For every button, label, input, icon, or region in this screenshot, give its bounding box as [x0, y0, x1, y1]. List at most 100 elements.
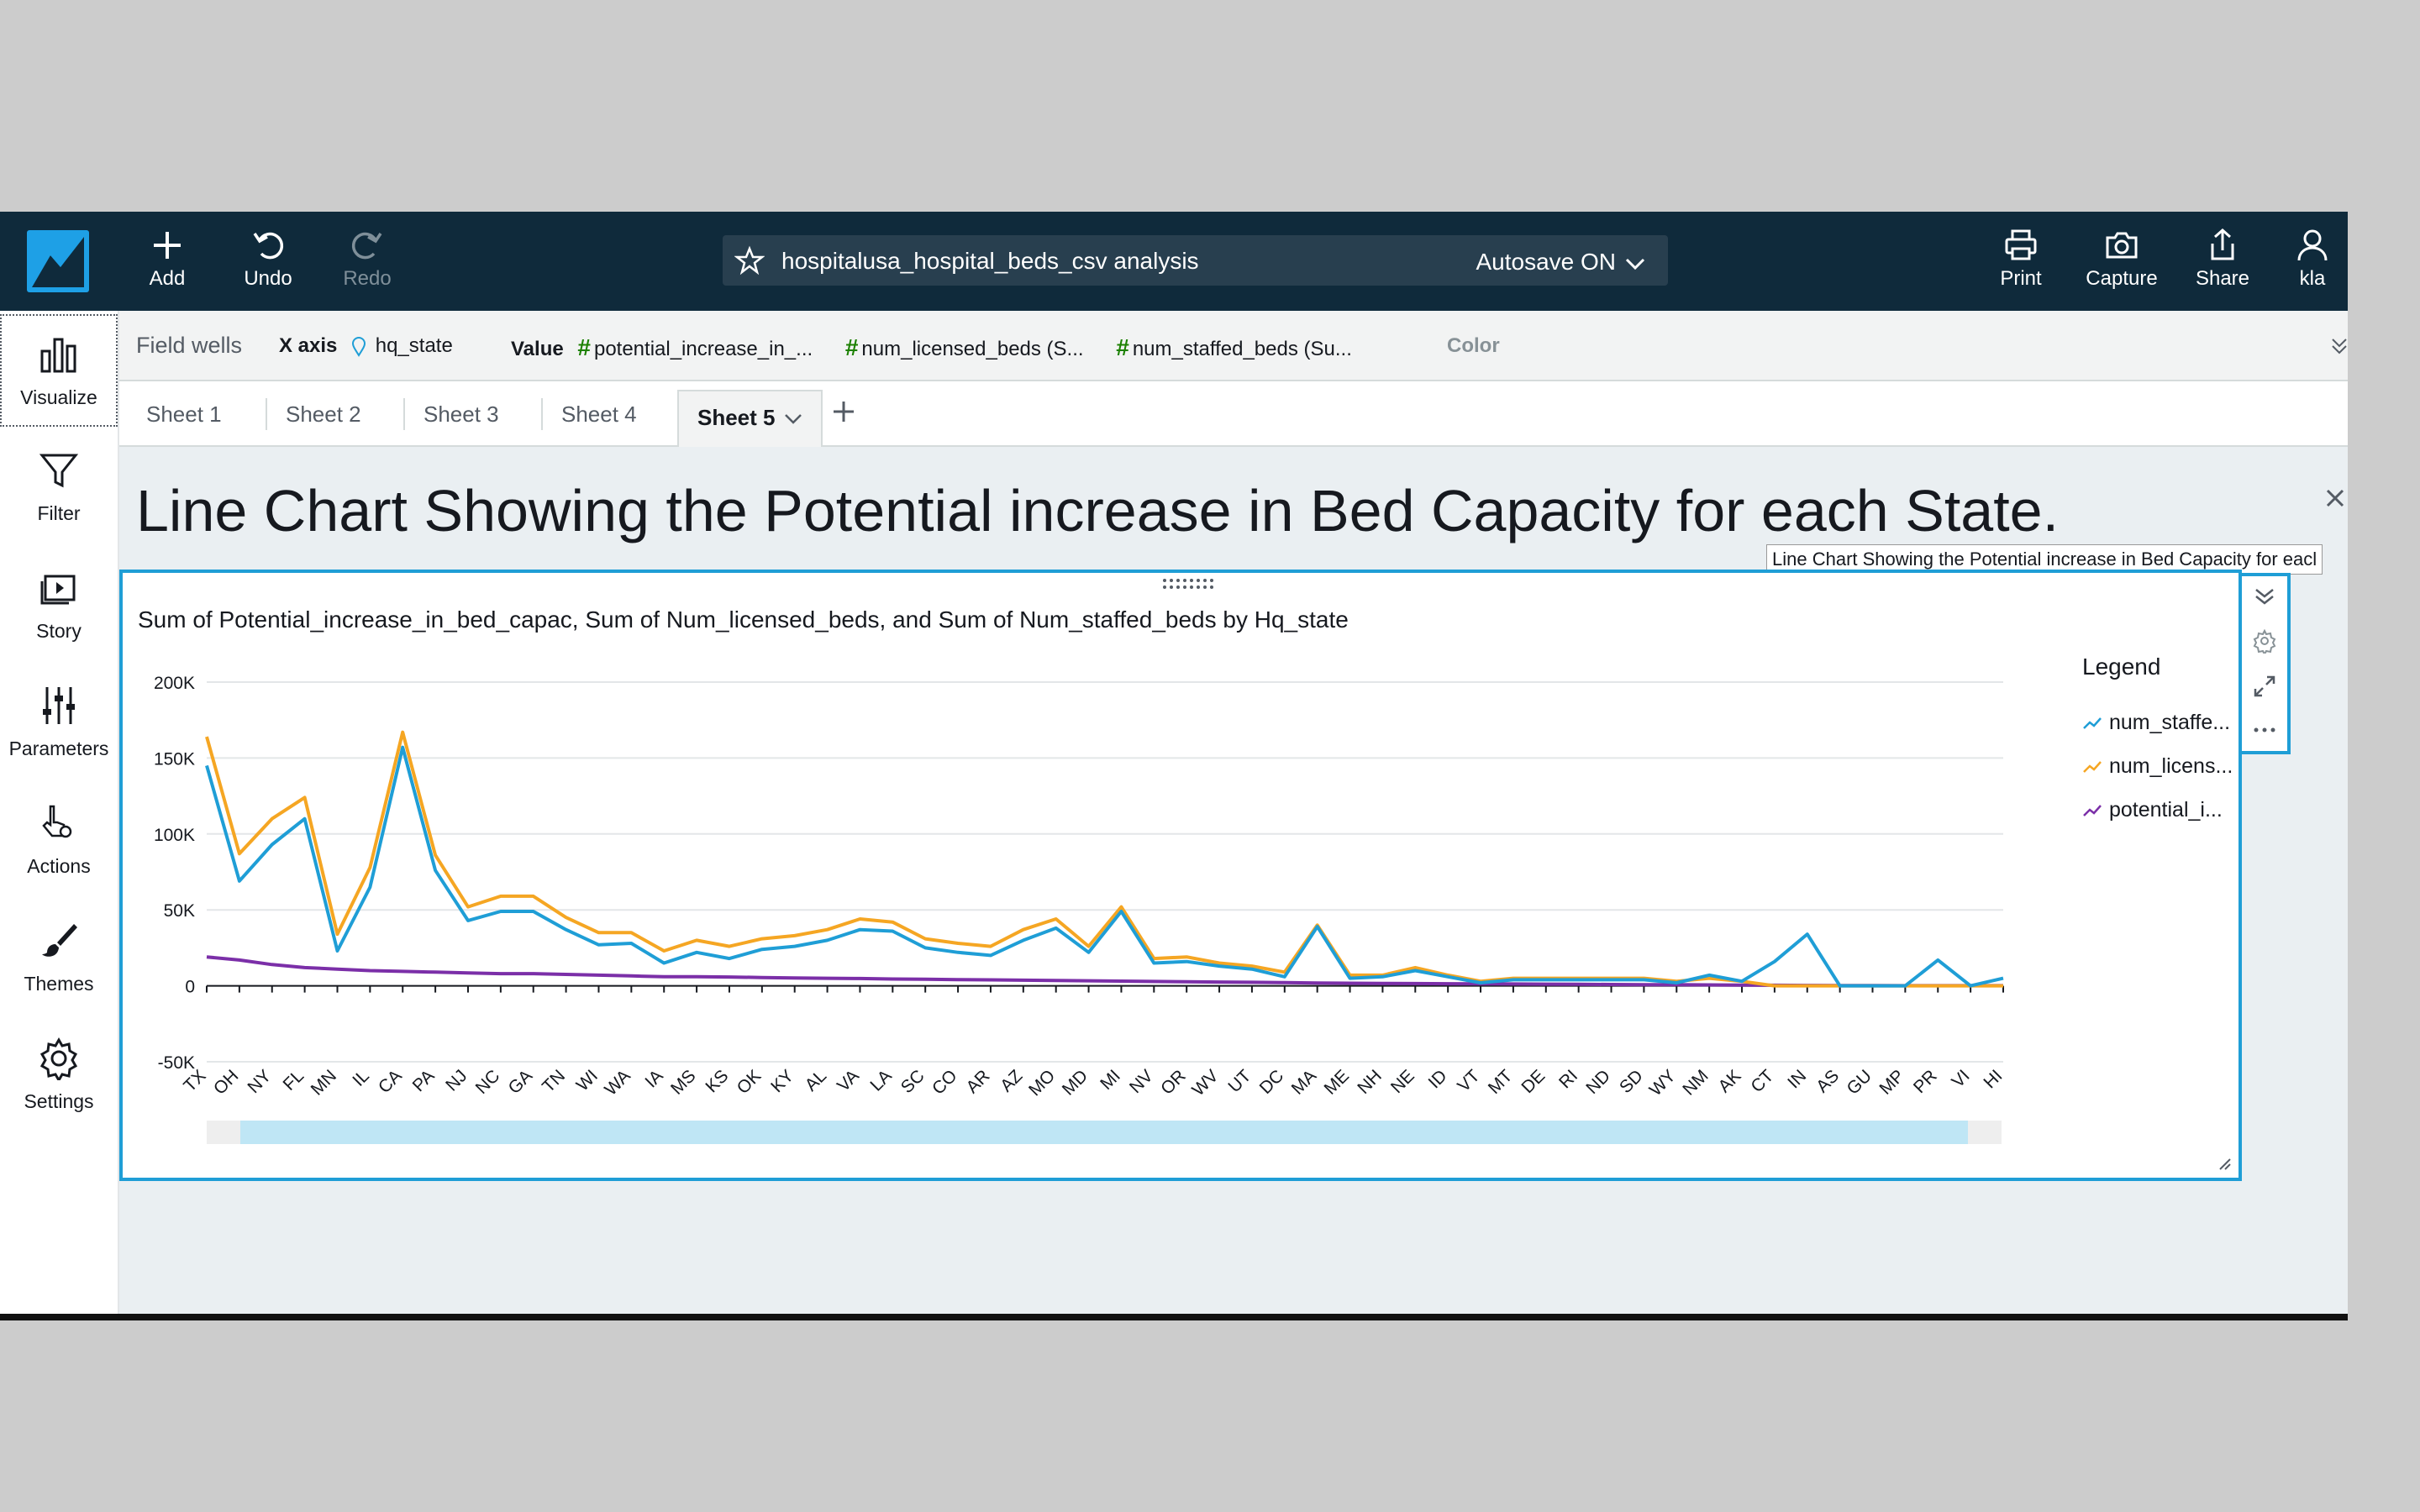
drag-handle-icon[interactable] [1161, 576, 1215, 591]
x-tick-label: WY [1646, 1066, 1680, 1100]
x-tick-label: NH [1354, 1066, 1386, 1098]
more-options-icon[interactable] [2252, 717, 2277, 743]
xaxis-field[interactable]: hq_state [375, 334, 453, 357]
parameters-label: Parameters [8, 738, 109, 759]
expand-icon[interactable] [2252, 674, 2277, 699]
themes-button[interactable]: Themes [0, 919, 118, 995]
x-tick-label: SC [897, 1066, 929, 1097]
tab-sheet-4[interactable]: Sheet 4 [541, 398, 655, 430]
print-button[interactable]: Print [1975, 227, 2067, 291]
user-menu[interactable]: kla [2277, 227, 2348, 291]
hash-icon: # [577, 334, 591, 360]
visualize-button[interactable]: Visualize [0, 314, 118, 427]
chevron-down-icon[interactable] [784, 413, 802, 425]
share-button[interactable]: Share [2176, 227, 2269, 291]
x-tick-label: CO [929, 1066, 961, 1099]
x-tick-label: DC [1256, 1066, 1288, 1098]
paintbrush-icon [0, 919, 118, 973]
visualize-label: Visualize [20, 386, 97, 408]
y-tick-label: 100K [154, 826, 195, 845]
collapse-chevron-icon[interactable] [2252, 585, 2277, 610]
legend-item-staffed[interactable]: num_staffe... [2082, 711, 2230, 735]
sheet-title[interactable]: Line Chart Showing the Potential increas… [136, 478, 2060, 543]
tab-sheet-5-label: Sheet 5 [697, 405, 776, 430]
x-tick-label: IL [349, 1066, 373, 1090]
x-tick-label: TN [539, 1066, 569, 1096]
series-line-2 [206, 955, 2003, 988]
x-tick-label: KS [702, 1066, 732, 1096]
capture-button[interactable]: Capture [2075, 227, 2168, 291]
add-label: Add [149, 267, 186, 290]
chart-scrollbar-thumb[interactable] [240, 1121, 1968, 1144]
undo-button[interactable]: Undo [222, 227, 314, 291]
legend-item-potential[interactable]: potential_i... [2082, 798, 2223, 822]
y-tick-label: 50K [164, 901, 195, 921]
value-well[interactable]: Value # potential_increase_in_... # num_li… [511, 334, 1352, 361]
x-tick-label: ME [1321, 1066, 1354, 1099]
sliders-icon [0, 684, 118, 738]
parameters-button[interactable]: Parameters [0, 684, 118, 760]
bar-chart-icon [2, 333, 116, 386]
field-wells-bar[interactable]: Field wells X axis hq_state Value # poten… [119, 311, 2348, 381]
x-tick-label: AK [1714, 1066, 1744, 1096]
settings-button[interactable]: Settings [0, 1037, 118, 1113]
user-icon [2277, 227, 2348, 267]
xaxis-well[interactable]: X axis hq_state [279, 334, 453, 358]
quicksight-logo[interactable] [27, 230, 89, 292]
tab-sheet-3[interactable]: Sheet 3 [403, 398, 518, 430]
redo-label: Redo [343, 267, 392, 290]
x-tick-label: PA [409, 1066, 439, 1095]
collapse-chevron-icon[interactable] [2331, 336, 2348, 354]
visual-subtitle: Sum of Potential_increase_in_bed_capac, … [138, 606, 1349, 633]
story-label: Story [36, 620, 82, 642]
actions-button[interactable]: Actions [0, 801, 118, 878]
legend-item-licensed[interactable]: num_licens... [2082, 754, 2233, 779]
resize-handle-icon[interactable] [2215, 1154, 2232, 1171]
x-tick-label: UT [1224, 1066, 1255, 1096]
x-tick-label: NY [244, 1066, 275, 1097]
series-line-0 [205, 745, 2004, 988]
gear-icon[interactable] [2252, 628, 2277, 654]
x-tick-label: MI [1097, 1066, 1124, 1094]
tab-sheet-2[interactable]: Sheet 2 [266, 398, 380, 430]
visual-toolbar [2242, 573, 2291, 754]
x-tick-label: KY [767, 1066, 797, 1096]
line-legend-icon [2083, 717, 2102, 730]
tab-sheet-5[interactable]: Sheet 5 [677, 390, 823, 447]
autosave-dropdown[interactable]: Autosave ON [1476, 249, 1646, 276]
share-label: Share [2195, 267, 2250, 290]
tab-sheet-1[interactable]: Sheet 1 [146, 402, 222, 427]
x-tick-label: RI [1555, 1066, 1581, 1092]
x-tick-label: CA [375, 1066, 406, 1097]
sheet-tabs: Sheet 1 Sheet 2 Sheet 3 Sheet 4 Sheet 5 [119, 381, 2348, 447]
redo-button[interactable]: Redo [321, 227, 413, 291]
x-tick-label: GU [1844, 1066, 1876, 1099]
window-bottom-edge [0, 1314, 2348, 1320]
analysis-title-box[interactable]: hospitalusa_hospital_beds_csv analysis A… [723, 235, 1668, 286]
redo-icon [321, 227, 413, 267]
add-sheet-icon[interactable] [827, 395, 860, 428]
x-tick-label: SD [1616, 1066, 1647, 1097]
star-icon[interactable] [734, 245, 765, 276]
add-button[interactable]: Add [121, 227, 213, 291]
x-tick-label: MO [1025, 1066, 1059, 1100]
color-well[interactable]: Color [1447, 334, 1500, 357]
close-icon[interactable] [2323, 486, 2348, 511]
x-tick-label: NM [1679, 1066, 1712, 1099]
value-field-staffed[interactable]: num_staffed_beds (Su... [1132, 338, 1352, 360]
x-tick-label: IA [641, 1066, 666, 1091]
x-tick-label: FL [280, 1066, 308, 1095]
x-tick-label: LA [866, 1066, 895, 1095]
value-field-licensed[interactable]: num_licensed_beds (S... [861, 338, 1084, 360]
story-button[interactable]: Story [0, 566, 118, 643]
analysis-name[interactable]: hospitalusa_hospital_beds_csv analysis [781, 248, 1199, 274]
filter-button[interactable]: Filter [0, 449, 118, 525]
line-chart-visual[interactable]: Sum of Potential_increase_in_bed_capac, … [119, 570, 2242, 1181]
x-tick-label: MT [1485, 1066, 1517, 1098]
x-tick-label: GA [505, 1066, 537, 1098]
field-wells-title[interactable]: Field wells [136, 333, 243, 358]
x-tick-label: ND [1582, 1066, 1614, 1098]
value-field-potential[interactable]: potential_increase_in_... [593, 338, 813, 360]
plus-icon [121, 227, 213, 267]
